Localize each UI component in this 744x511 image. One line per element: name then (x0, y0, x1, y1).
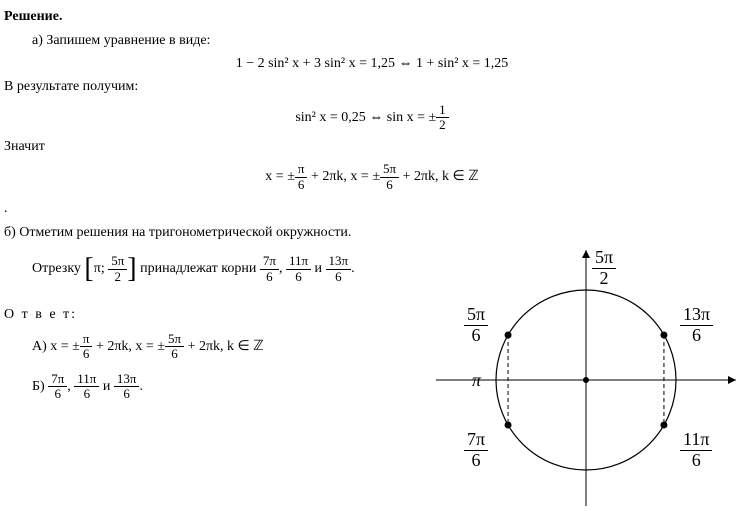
eq3-f1-den: 6 (295, 178, 308, 192)
ansB-f1-den: 6 (48, 387, 67, 401)
eq2-left: sin² x = 0,25 ⇔ sin x = ± (295, 110, 436, 125)
seg-post: принадлежат корни (137, 261, 260, 276)
root3: 13π6 (326, 254, 352, 284)
dot1: . (351, 261, 355, 276)
root1: 7π6 (260, 254, 279, 284)
equation-1: 1 − 2 sin² x + 3 sin² x = 1,25 ⇔ 1 + sin… (4, 56, 740, 72)
pt-11pi6 (660, 422, 667, 429)
part-a-intro: а) Запишем уравнение в виде: (4, 32, 740, 50)
eq3-f1-num: π (295, 162, 308, 177)
result-label: В результате получим: (4, 78, 740, 96)
ansB-pre: Б) (32, 379, 48, 394)
label-11pi6: 11π6 (680, 430, 712, 471)
equation-2: sin² x = 0,25 ⇔ sin x = ±12 (4, 103, 740, 133)
equation-3: x = ±π6 + 2πk, x = ±5π6 + 2πk, k ∈ ℤ (4, 162, 740, 192)
ansB-f1-num: 7π (48, 372, 67, 387)
ansA-f2: 5π6 (165, 332, 184, 362)
x-arrow-icon (728, 376, 736, 384)
ur-den: 6 (680, 326, 713, 346)
seg-b-num: 5π (108, 254, 127, 269)
seg-pre: Отрезку (32, 261, 84, 276)
ll-den: 6 (464, 451, 488, 471)
eq3-p3: + 2πk, k ∈ ℤ (399, 169, 479, 184)
pt-13pi6 (660, 332, 667, 339)
ansA-f2-den: 6 (165, 347, 184, 361)
ansA-f1: π6 (80, 332, 93, 362)
ll-num: 7π (464, 430, 488, 451)
segment-line: Отрезку [π; 5π2] принадлежат корни 7π6, … (4, 254, 424, 284)
eq3-f1: π6 (295, 162, 308, 192)
ul-num: 5π (464, 305, 488, 326)
pt-7pi6 (505, 422, 512, 429)
pt-5pi6 (505, 332, 512, 339)
ansB-f2-den: 6 (74, 387, 99, 401)
ansB-f2: 11π6 (74, 372, 99, 402)
eq2-num: 1 (436, 103, 449, 118)
r1-den: 6 (260, 270, 279, 284)
dot-line: . (4, 200, 740, 218)
ansA-f2-num: 5π (165, 332, 184, 347)
top-den: 2 (592, 269, 616, 289)
part-b-intro: б) Отметим решения на тригонометрической… (4, 224, 740, 242)
ul-den: 6 (464, 326, 488, 346)
y-arrow-icon (582, 250, 590, 258)
eq3-f2-num: 5π (380, 162, 399, 177)
ur-num: 13π (680, 305, 713, 326)
lr-den: 6 (680, 451, 712, 471)
ansB-f3-den: 6 (114, 387, 140, 401)
label-7pi6: 7π6 (464, 430, 488, 471)
seg-a: π; (94, 261, 108, 276)
comma2: , (67, 379, 74, 394)
eq3-f2: 5π6 (380, 162, 399, 192)
r2-num: 11π (286, 254, 311, 269)
label-13pi6: 13π6 (680, 305, 713, 346)
ansA-f1-den: 6 (80, 347, 93, 361)
lbracket-icon: [ (84, 253, 93, 284)
unit-circle-diagram: 5π2 π 5π6 13π6 7π6 11π6 (436, 250, 736, 506)
dot2: . (139, 379, 143, 394)
answer-b: Б) 7π6, 11π6 и 13π6. (4, 372, 424, 402)
i-word2: и (99, 379, 114, 394)
center-point (583, 377, 589, 383)
rbracket-icon: ] (127, 253, 136, 284)
ansA-f1-num: π (80, 332, 93, 347)
seg-b-den: 2 (108, 270, 127, 284)
r3-den: 6 (326, 270, 352, 284)
root2: 11π6 (286, 254, 311, 284)
r1-num: 7π (260, 254, 279, 269)
solution-heading: Решение. (4, 8, 740, 26)
ansB-f1: 7π6 (48, 372, 67, 402)
eq3-f2-den: 6 (380, 178, 399, 192)
label-5pi6: 5π6 (464, 305, 488, 346)
comma1: , (279, 261, 286, 276)
i-word: и (311, 261, 326, 276)
ansA-mid: + 2πk, x = ± (92, 339, 165, 354)
eq3-p2: + 2πk, x = ± (307, 169, 380, 184)
znachit: Значит (4, 138, 740, 156)
lr-num: 11π (680, 430, 712, 451)
ansB-f3-num: 13π (114, 372, 140, 387)
top-num: 5π (592, 248, 616, 269)
seg-b: 5π2 (108, 254, 127, 284)
ansB-f3: 13π6 (114, 372, 140, 402)
answer-label: О т в е т: (4, 306, 424, 324)
eq2-den: 2 (436, 118, 449, 132)
label-top: 5π2 (592, 248, 616, 289)
eq2-frac: 12 (436, 103, 449, 133)
label-pi: π (472, 370, 481, 391)
eq3-p1: x = ± (265, 169, 295, 184)
ansA-post: + 2πk, k ∈ ℤ (184, 339, 264, 354)
answer-a: А) x = ±π6 + 2πk, x = ±5π6 + 2πk, k ∈ ℤ (4, 332, 424, 362)
ansB-f2-num: 11π (74, 372, 99, 387)
r3-num: 13π (326, 254, 352, 269)
ansA-pre: А) x = ± (32, 339, 80, 354)
r2-den: 6 (286, 270, 311, 284)
